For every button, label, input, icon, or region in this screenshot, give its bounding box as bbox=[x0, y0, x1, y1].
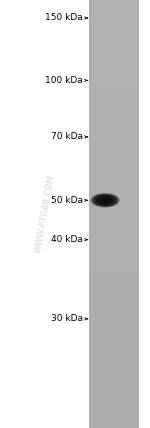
Ellipse shape bbox=[97, 196, 114, 204]
Text: 70 kDa: 70 kDa bbox=[51, 132, 83, 142]
Ellipse shape bbox=[91, 194, 119, 207]
Text: 40 kDa: 40 kDa bbox=[51, 235, 83, 244]
Ellipse shape bbox=[94, 195, 117, 206]
Text: WWW.PTGAB.COM: WWW.PTGAB.COM bbox=[34, 174, 56, 254]
Text: 100 kDa: 100 kDa bbox=[45, 76, 83, 85]
Text: 50 kDa: 50 kDa bbox=[51, 196, 83, 205]
Text: 30 kDa: 30 kDa bbox=[51, 314, 83, 324]
Text: 150 kDa: 150 kDa bbox=[45, 13, 83, 23]
